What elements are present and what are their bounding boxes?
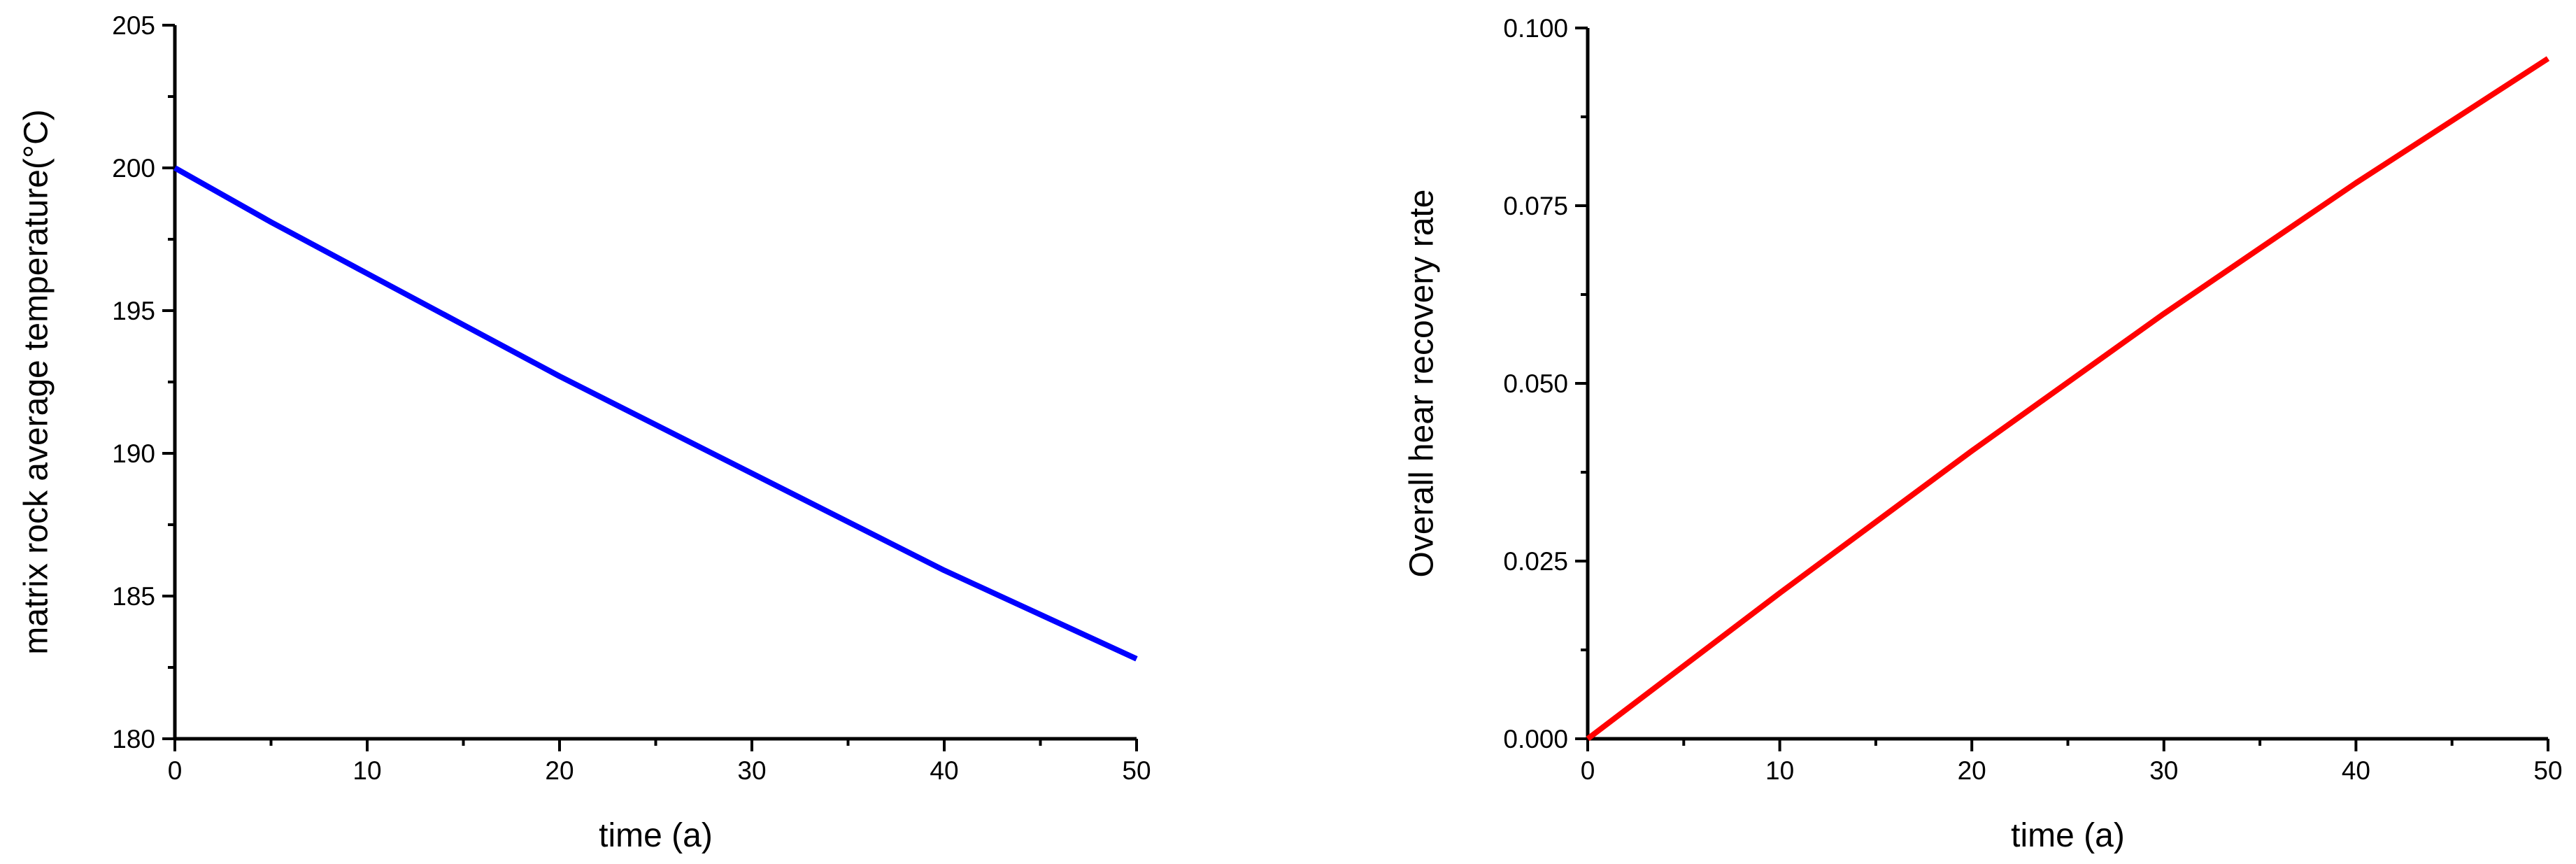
temperature-chart: 0 10 20 30 40 50 180 185 190 195 200 205 time (a) mat… <box>18 11 1151 854</box>
x-tick-label: 0 <box>1581 756 1595 785</box>
y-axis-title: matrix rock average temperature(°C) <box>18 109 55 654</box>
x-tick-label: 0 <box>168 756 183 785</box>
x-axis-title: time (a) <box>599 817 713 854</box>
y-tick-label: 0.025 <box>1503 547 1568 576</box>
y-tick-label: 190 <box>112 439 155 468</box>
y-tick-label: 0.000 <box>1503 725 1568 753</box>
x-axis-title: time (a) <box>2011 817 2125 854</box>
x-tick-label: 20 <box>545 756 574 785</box>
x-tick-label: 50 <box>2533 756 2562 785</box>
y-tick-label: 0.100 <box>1503 14 1568 43</box>
series-line <box>173 165 1138 662</box>
y-tick-label: 0.050 <box>1503 369 1568 398</box>
x-tick-label: 30 <box>737 756 766 785</box>
y-tick-label: 185 <box>112 582 155 611</box>
y-axis-title: Overall hear recovery rate <box>1404 190 1441 578</box>
y-tick-label: 200 <box>112 154 155 183</box>
x-tick-label: 10 <box>353 756 381 785</box>
x-tick-label: 20 <box>1958 756 1986 785</box>
x-tick-label: 10 <box>1765 756 1794 785</box>
recovery-rate-chart: 0 10 20 30 40 50 0.000 0.025 0.050 0.075 0.100 time… <box>1404 14 2563 854</box>
y-tick-label: 205 <box>112 11 155 40</box>
x-tick-label: 50 <box>1122 756 1151 785</box>
y-tick-label: 195 <box>112 297 155 325</box>
y-tick-label: 0.075 <box>1503 192 1568 220</box>
series-line <box>1586 56 2550 742</box>
x-tick-label: 40 <box>2342 756 2370 785</box>
x-tick-label: 40 <box>930 756 958 785</box>
y-tick-label: 180 <box>112 725 155 753</box>
x-tick-label: 30 <box>2149 756 2178 785</box>
